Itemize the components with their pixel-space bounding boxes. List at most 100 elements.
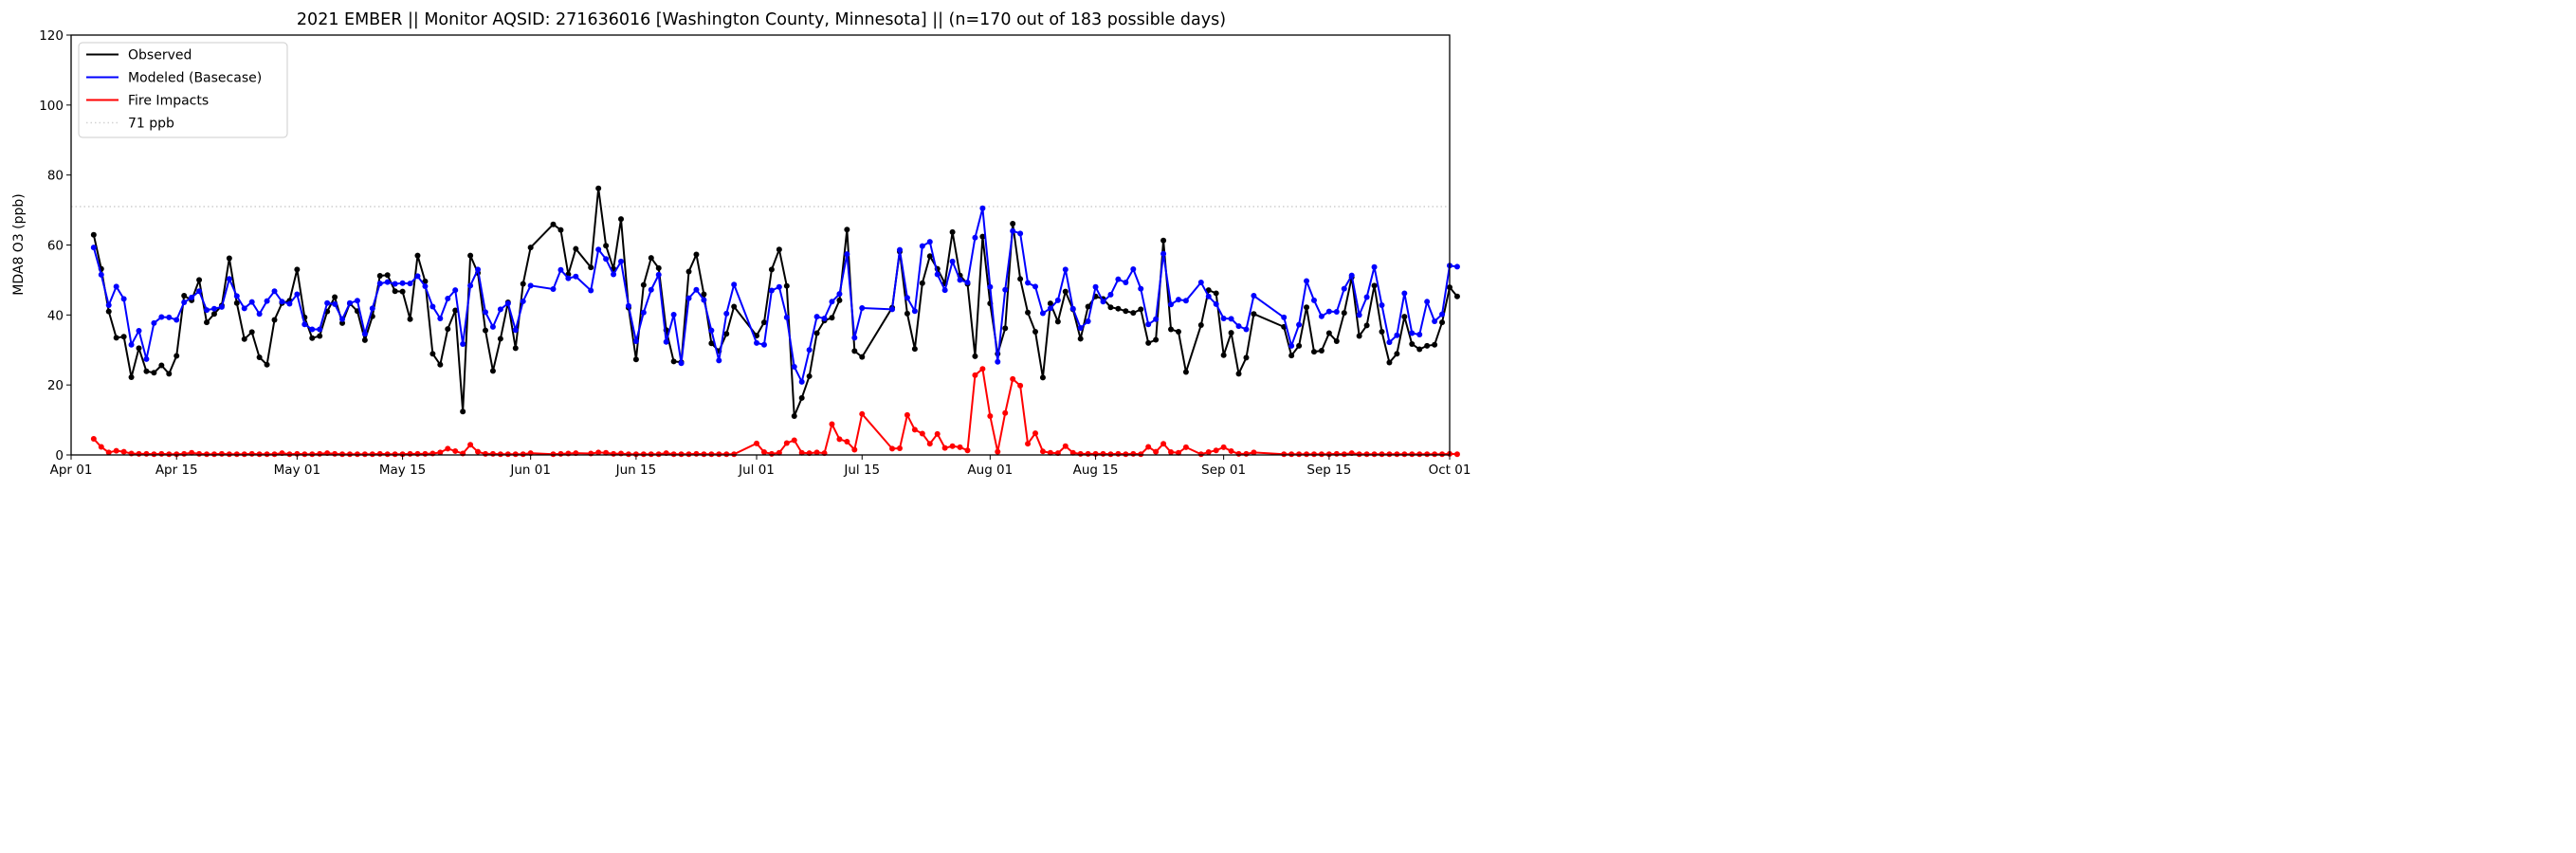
data-point-observed [317,333,323,339]
data-point-modeled-basecase [317,326,323,333]
data-point-modeled-basecase [151,319,157,326]
data-point-fire-impacts [625,451,631,458]
data-point-modeled-basecase [1032,283,1039,290]
data-point-modeled-basecase [1175,297,1181,303]
data-point-fire-impacts [1213,447,1219,454]
data-point-modeled-basecase [1205,293,1212,299]
data-point-observed [384,272,391,279]
data-point-fire-impacts [1409,451,1416,458]
data-point-modeled-basecase [324,299,331,306]
data-point-modeled-basecase [964,280,971,285]
data-point-observed [1085,303,1091,310]
data-point-observed [196,277,203,283]
data-point-observed [670,358,677,365]
data-point-modeled-basecase [309,326,316,333]
data-point-fire-impacts [1235,450,1242,457]
data-point-modeled-basecase [210,305,217,312]
data-point-observed [1453,293,1460,299]
data-point-fire-impacts [256,451,263,458]
data-point-modeled-basecase [460,340,466,347]
data-point-fire-impacts [354,451,360,458]
data-point-observed [210,311,217,318]
data-point-fire-impacts [768,450,775,457]
data-point-fire-impacts [445,445,451,452]
data-point-modeled-basecase [1100,299,1106,305]
data-point-observed [233,299,240,306]
data-point-modeled-basecase [1025,280,1032,286]
data-point-fire-impacts [1310,451,1317,458]
data-point-modeled-basecase [189,294,195,300]
data-point-observed [550,221,557,227]
data-point-modeled-basecase [174,317,180,323]
data-point-fire-impacts [136,450,142,457]
data-point-fire-impacts [844,438,850,445]
data-point-observed [1175,329,1181,336]
legend-box [78,42,288,138]
data-point-modeled-basecase [911,308,918,315]
data-point-observed [1243,354,1250,361]
data-point-observed [256,354,263,360]
data-point-observed [632,356,639,363]
data-point-modeled-basecase [1002,286,1009,293]
data-point-modeled-basecase [760,341,767,348]
data-point-observed [151,370,157,376]
data-point-modeled-basecase [836,291,843,298]
data-point-observed [1371,282,1378,289]
x-tick-label: Jul 15 [843,463,880,478]
data-point-fire-impacts [557,450,564,457]
data-point-modeled-basecase [241,305,247,312]
data-point-modeled-basecase [708,327,715,334]
data-point-modeled-basecase [1168,301,1175,308]
data-point-modeled-basecase [294,291,301,298]
x-tick-label: Jun 01 [509,463,551,478]
data-point-fire-impacts [678,451,685,458]
data-point-modeled-basecase [369,305,375,312]
data-point-modeled-basecase [407,281,413,287]
data-point-fire-impacts [836,436,843,443]
data-point-modeled-basecase [422,283,429,290]
data-point-modeled-basecase [1386,339,1393,346]
data-point-modeled-basecase [1069,305,1076,312]
data-point-observed [603,243,610,249]
data-point-observed [1416,346,1423,353]
data-point-fire-impacts [1228,447,1234,454]
data-point-observed [1032,329,1039,336]
data-point-fire-impacts [1424,451,1431,458]
data-point-modeled-basecase [1130,265,1137,272]
data-point-fire-impacts [1138,451,1144,458]
data-point-fire-impacts [926,441,933,447]
data-point-fire-impacts [1432,451,1438,458]
chart-title: 2021 EMBER || Monitor AQSID: 271636016 [… [297,10,1226,29]
data-point-fire-impacts [489,450,496,457]
data-point-observed [1310,349,1317,355]
data-point-observed [407,316,413,322]
data-point-fire-impacts [708,451,715,458]
data-point-observed [1054,318,1061,325]
data-point-observed [1002,325,1009,332]
data-point-fire-impacts [972,372,978,378]
data-point-fire-impacts [1401,451,1408,458]
x-tick-label: Apr 15 [155,463,198,478]
data-point-modeled-basecase [452,287,459,294]
data-point-fire-impacts [399,451,406,458]
data-point-modeled-basecase [90,245,97,251]
data-point-observed [911,346,918,353]
data-point-fire-impacts [1077,450,1084,457]
data-point-observed [1039,374,1046,381]
data-point-modeled-basecase [806,347,813,354]
data-point-modeled-basecase [1197,280,1204,285]
data-point-fire-impacts [309,451,316,458]
data-point-modeled-basecase [565,275,572,281]
data-point-observed [829,315,835,321]
data-point-modeled-basecase [136,327,142,334]
data-point-fire-impacts [1069,449,1076,456]
data-point-observed [482,327,488,334]
data-point-observed [979,233,986,240]
legend-label-fire: Fire Impacts [128,94,209,109]
data-point-observed [1325,330,1332,336]
legend-label-observed: Observed [128,48,192,64]
data-point-observed [1386,359,1393,366]
data-point-modeled-basecase [603,256,610,263]
data-point-fire-impacts [1153,448,1160,455]
data-point-modeled-basecase [1453,263,1460,270]
